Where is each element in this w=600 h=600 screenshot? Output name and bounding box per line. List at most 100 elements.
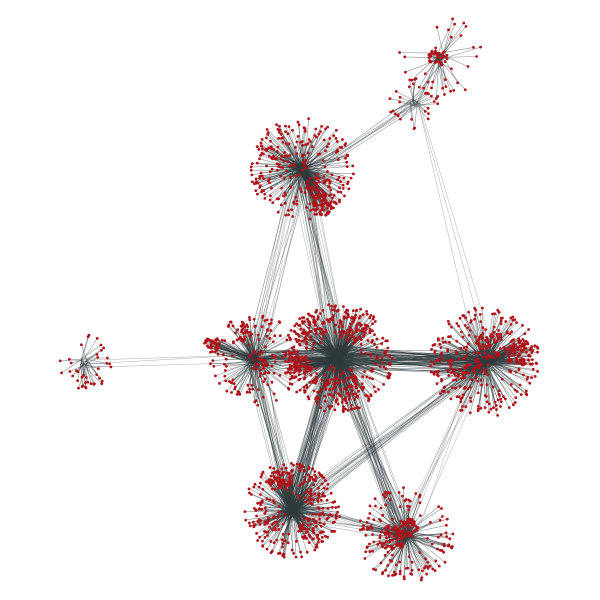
graph-node — [301, 526, 305, 530]
graph-node — [303, 356, 306, 360]
graph-node — [95, 373, 99, 376]
graph-node — [496, 398, 500, 402]
graph-node — [509, 323, 513, 326]
graph-node — [295, 322, 298, 326]
graph-node — [311, 478, 315, 481]
graph-node — [384, 367, 388, 371]
graph-node — [493, 400, 497, 404]
graph-node — [407, 498, 411, 502]
graph-node — [452, 378, 455, 382]
graph-node — [339, 180, 342, 184]
graph-node — [352, 317, 356, 321]
graph-node — [432, 52, 435, 56]
graph-edge — [69, 359, 87, 362]
graph-node — [446, 390, 450, 394]
graph-edge — [263, 167, 300, 359]
graph-node — [366, 545, 369, 549]
graph-node — [270, 318, 273, 322]
graph-node — [288, 366, 291, 370]
graph-node — [266, 371, 270, 375]
graph-node — [435, 25, 439, 29]
graph-node — [344, 334, 348, 338]
graph-node — [496, 308, 500, 312]
graph-edge — [399, 97, 411, 102]
graph-edges — [60, 18, 538, 581]
graph-node — [341, 138, 344, 141]
graph-node — [399, 525, 403, 529]
graph-node — [483, 406, 487, 409]
graph-node — [282, 177, 286, 180]
graph-node — [284, 360, 287, 363]
graph-node — [515, 321, 518, 324]
graph-node — [449, 89, 452, 93]
graph-node — [292, 364, 296, 368]
graph-node — [305, 517, 309, 520]
graph-node — [315, 372, 318, 375]
graph-node — [258, 535, 262, 539]
graph-node — [394, 572, 398, 576]
graph-node — [388, 354, 391, 357]
graph-edge — [306, 100, 418, 178]
graph-node — [363, 326, 367, 330]
graph-node — [516, 346, 519, 349]
graph-node — [297, 173, 301, 177]
graph-edge — [260, 167, 303, 174]
graph-node — [283, 201, 287, 205]
graph-node — [268, 525, 271, 529]
graph-node — [288, 477, 292, 480]
graph-node — [342, 379, 346, 382]
graph-node — [223, 374, 227, 378]
graph-node — [402, 575, 406, 579]
graph-node — [401, 494, 404, 498]
graph-edge — [72, 363, 85, 377]
graph-node — [344, 407, 347, 411]
graph-node — [207, 345, 210, 349]
graph-node — [345, 316, 349, 320]
graph-node — [524, 342, 527, 346]
graph-node — [225, 364, 228, 368]
graph-node — [357, 406, 361, 410]
graph-edge — [255, 347, 331, 362]
graph-node — [264, 509, 268, 513]
graph-node — [308, 479, 311, 482]
graph-node — [406, 530, 410, 534]
graph-node — [313, 202, 317, 206]
graph-node — [270, 380, 274, 384]
graph-node — [424, 565, 427, 568]
graph-node — [443, 78, 447, 81]
graph-node — [499, 322, 503, 326]
graph-node — [290, 469, 293, 473]
graph-edge — [249, 175, 295, 352]
graph-node — [317, 132, 321, 136]
graph-node — [320, 125, 323, 128]
graph-node — [371, 533, 374, 536]
graph-node — [434, 97, 438, 100]
graph-node — [348, 394, 352, 398]
graph-node — [278, 124, 281, 128]
graph-edge — [397, 353, 481, 544]
graph-node — [449, 358, 453, 362]
graph-edge — [301, 173, 333, 368]
graph-node — [465, 371, 468, 375]
graph-node — [257, 485, 261, 489]
graph-node — [507, 348, 510, 351]
graph-node — [493, 312, 497, 316]
graph-node — [368, 316, 372, 320]
graph-node — [347, 397, 351, 401]
graph-node — [413, 126, 416, 130]
graph-node — [253, 507, 256, 510]
graph-node — [381, 572, 384, 576]
graph-node — [309, 373, 313, 377]
graph-node — [320, 387, 323, 391]
graph-node — [453, 22, 456, 26]
graph-node — [274, 157, 277, 161]
graph-node — [431, 344, 435, 347]
graph-node — [280, 154, 283, 158]
graph-node — [287, 358, 291, 362]
graph-edge — [278, 511, 294, 514]
graph-edge — [250, 352, 297, 506]
graph-node — [359, 338, 363, 341]
graph-node — [295, 390, 299, 394]
graph-node — [322, 513, 326, 517]
graph-node — [499, 397, 503, 401]
